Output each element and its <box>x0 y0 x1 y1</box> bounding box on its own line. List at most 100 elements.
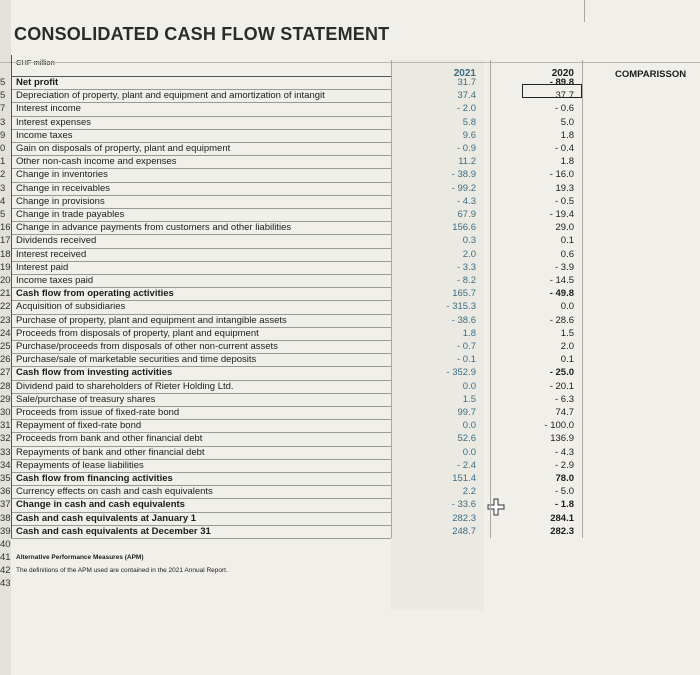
value-2021[interactable]: 11.2 <box>458 156 476 168</box>
row-label[interactable]: Other non-cash income and expenses <box>16 156 177 168</box>
value-2020[interactable]: - 28.6 <box>549 314 574 326</box>
value-2020[interactable]: 78.0 <box>555 473 575 484</box>
value-2021[interactable]: 282.3 <box>452 512 476 524</box>
value-2021[interactable]: 0.3 <box>462 235 476 247</box>
row-label[interactable]: Net profit <box>16 77 59 88</box>
value-2020[interactable]: - 0.4 <box>554 143 574 154</box>
value-2021[interactable]: - 0.9 <box>456 143 476 154</box>
value-2020[interactable]: 282.3 <box>550 525 574 537</box>
row-label[interactable]: Interest paid <box>16 261 69 273</box>
value-2020[interactable]: 19.3 <box>555 182 575 194</box>
value-2020[interactable]: - 16.0 <box>549 169 574 181</box>
value-2021[interactable]: - 99.2 <box>451 182 476 194</box>
value-2020[interactable]: - 100.0 <box>544 420 574 432</box>
row-label[interactable]: Repayments of bank and other financial d… <box>16 446 205 458</box>
row-label[interactable]: Income taxes paid <box>16 275 94 286</box>
value-2020[interactable]: - 19.4 <box>549 209 574 220</box>
row-label[interactable]: Change in provisions <box>16 195 105 207</box>
value-2021[interactable]: 31.7 <box>457 77 477 88</box>
value-2020[interactable]: - 4.3 <box>554 446 574 458</box>
row-label[interactable]: Repayment of fixed-rate bond <box>16 420 142 432</box>
value-2021[interactable]: 67.9 <box>457 209 477 220</box>
row-label[interactable]: Dividends received <box>16 235 97 247</box>
value-2021[interactable]: - 4.3 <box>456 195 476 207</box>
row-label[interactable]: Cash flow from operating activities <box>16 288 174 300</box>
value-2021[interactable]: - 2.0 <box>456 103 476 115</box>
row-label[interactable]: Interest received <box>16 248 87 260</box>
value-2020[interactable]: - 25.0 <box>549 367 574 379</box>
row-label[interactable]: Proceeds from issue of fixed-rate bond <box>16 407 180 418</box>
value-2020[interactable]: - 2.9 <box>554 459 574 471</box>
value-2020[interactable]: - 3.9 <box>554 261 574 273</box>
row-label[interactable]: Change in receivables <box>16 182 111 194</box>
row-label[interactable]: Repayments of lease liabilities <box>16 459 144 471</box>
selected-cell-cursor[interactable] <box>522 84 582 98</box>
value-2020[interactable]: 284.1 <box>550 512 574 524</box>
row-label[interactable]: Currency effects on cash and cash equiva… <box>16 486 213 498</box>
row-label[interactable]: Sale/purchase of treasury shares <box>16 393 156 405</box>
row-label[interactable]: Acquisition of subsidiaries <box>16 301 126 313</box>
value-2021[interactable]: 37.4 <box>457 90 477 102</box>
row-label[interactable]: Proceeds from disposals of property, pla… <box>16 327 259 339</box>
value-2020[interactable]: 0.1 <box>560 354 574 366</box>
row-label[interactable]: Proceeds from bank and other financial d… <box>16 433 203 445</box>
row-label[interactable]: Change in advance payments from customer… <box>16 222 292 234</box>
row-label[interactable]: Change in inventories <box>16 169 108 181</box>
value-2021[interactable]: 0.0 <box>462 420 476 432</box>
value-2020[interactable]: 1.5 <box>560 327 574 339</box>
row-label[interactable]: Gain on disposals of property, plant and… <box>16 143 231 154</box>
row-label[interactable]: Cash flow from investing activities <box>16 367 173 379</box>
value-2021[interactable]: - 2.4 <box>456 459 476 471</box>
row-label[interactable]: Change in trade payables <box>16 209 125 220</box>
value-2020[interactable]: - 49.8 <box>549 288 574 300</box>
value-2020[interactable]: 29.0 <box>555 222 575 234</box>
row-label[interactable]: Change in cash and cash equivalents <box>16 499 185 511</box>
value-2021[interactable]: - 8.2 <box>456 275 476 286</box>
value-2021[interactable]: - 33.6 <box>451 499 476 511</box>
value-2020[interactable]: 5.0 <box>560 116 574 128</box>
value-2020[interactable]: - 14.5 <box>549 275 574 286</box>
value-2021[interactable]: 2.2 <box>462 486 476 498</box>
value-2021[interactable]: 248.7 <box>452 525 476 537</box>
value-2020[interactable]: 2.0 <box>560 341 574 352</box>
value-2021[interactable]: 1.5 <box>462 393 476 405</box>
row-label[interactable]: Cash and cash equivalents at December 31 <box>16 525 211 537</box>
value-2020[interactable]: 1.8 <box>560 156 574 168</box>
value-2021[interactable]: 156.6 <box>452 222 476 234</box>
value-2021[interactable]: - 352.9 <box>446 367 476 379</box>
value-2021[interactable]: 9.6 <box>462 129 476 141</box>
row-label[interactable]: Interest income <box>16 103 81 115</box>
value-2021[interactable]: - 0.1 <box>456 354 476 366</box>
row-label[interactable]: Cash and cash equivalents at January 1 <box>16 512 197 524</box>
value-2021[interactable]: 0.0 <box>462 446 476 458</box>
value-2020[interactable]: 0.6 <box>560 248 574 260</box>
value-2021[interactable]: 0.0 <box>462 380 476 392</box>
value-2021[interactable]: - 315.3 <box>446 301 476 313</box>
value-2021[interactable]: 99.7 <box>457 407 477 418</box>
row-label[interactable]: Purchase/sale of marketable securities a… <box>16 354 257 366</box>
value-2020[interactable]: - 6.3 <box>554 393 574 405</box>
value-2021[interactable]: - 3.3 <box>456 261 476 273</box>
value-2021[interactable]: 165.7 <box>452 288 476 300</box>
value-2020[interactable]: - 5.0 <box>554 486 574 498</box>
value-2021[interactable]: - 38.9 <box>451 169 476 181</box>
value-2020[interactable]: 37.7 <box>555 90 575 102</box>
row-label[interactable]: Purchase/proceeds from disposals of othe… <box>16 341 278 352</box>
value-2021[interactable]: 2.0 <box>462 248 476 260</box>
value-2020[interactable]: - 0.6 <box>554 103 574 115</box>
row-label[interactable]: Cash flow from financing activities <box>16 473 173 484</box>
value-2020[interactable]: 1.8 <box>560 129 574 141</box>
row-label[interactable]: Depreciation of property, plant and equi… <box>16 90 325 102</box>
row-label[interactable]: Income taxes <box>16 129 73 141</box>
value-2020[interactable]: - 1.8 <box>554 499 574 511</box>
row-label[interactable]: Purchase of property, plant and equipmen… <box>16 314 287 326</box>
row-label[interactable]: Interest expenses <box>16 116 91 128</box>
value-2021[interactable]: 1.8 <box>462 327 476 339</box>
value-2021[interactable]: - 0.7 <box>456 341 476 352</box>
value-2021[interactable]: 52.6 <box>457 433 477 445</box>
value-2021[interactable]: 5.8 <box>462 116 476 128</box>
value-2020[interactable]: - 0.5 <box>554 195 574 207</box>
value-2020[interactable]: 0.0 <box>560 301 574 313</box>
value-2020[interactable]: 0.1 <box>560 235 574 247</box>
value-2021[interactable]: - 38.6 <box>451 314 476 326</box>
